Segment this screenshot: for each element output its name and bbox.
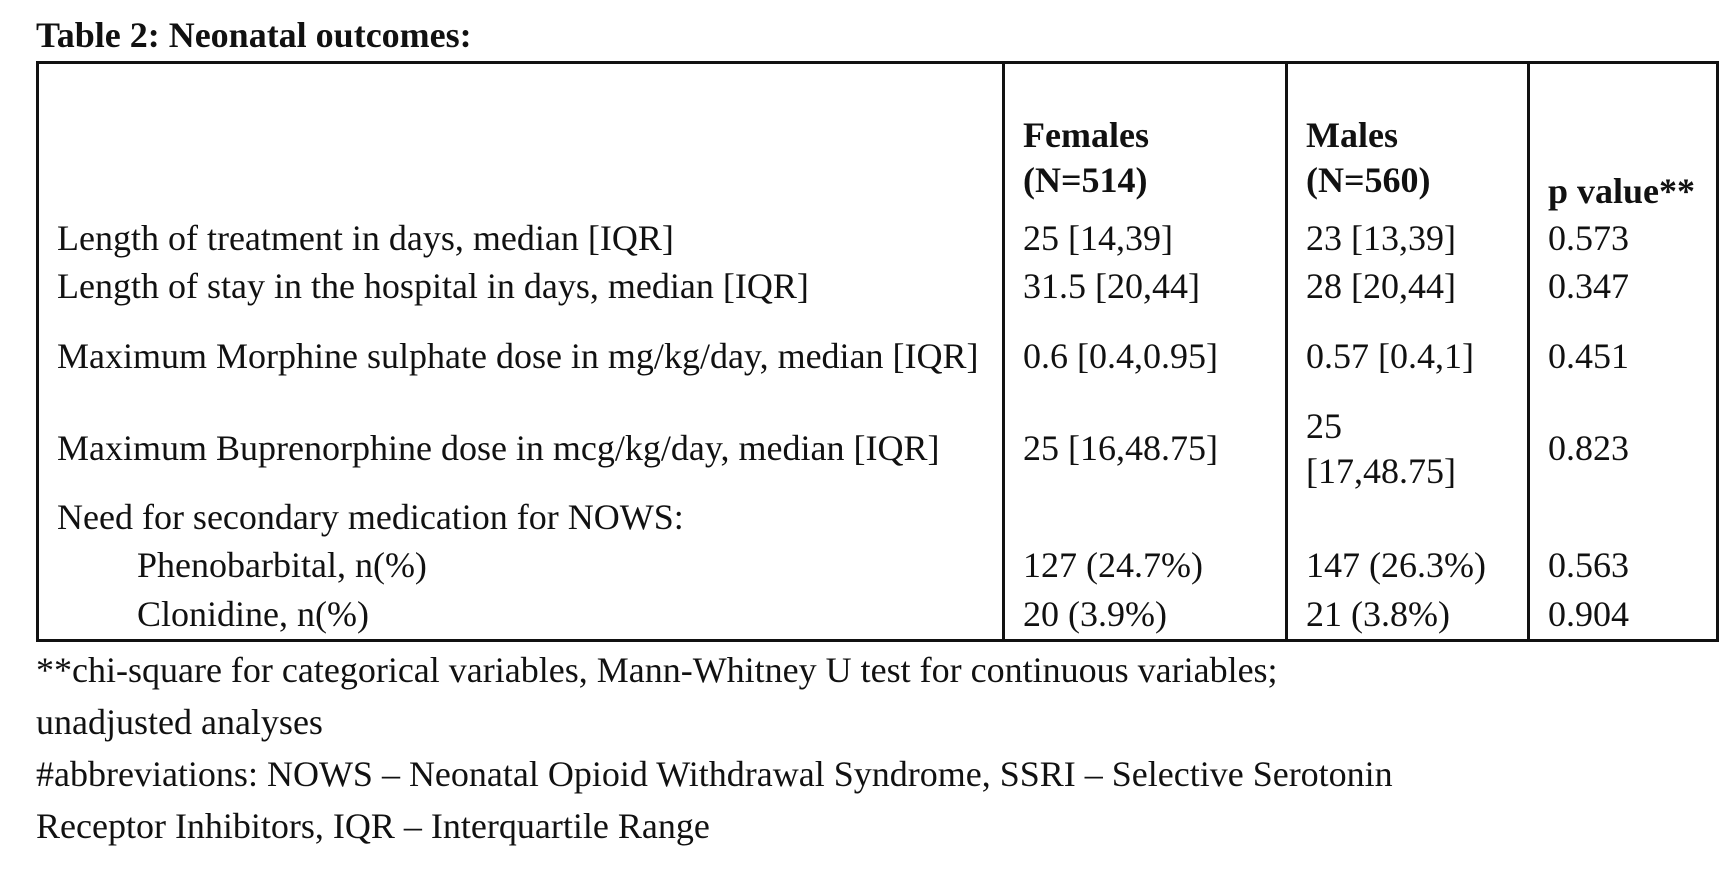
table-title: Table 2: Neonatal outcomes: [36, 15, 472, 55]
row-p-value: 0.347 [1527, 262, 1718, 311]
row-males: 147 (26.3%) [1285, 540, 1529, 591]
footnote-line: #abbreviations: NOWS – Neonatal Opioid W… [36, 754, 1393, 794]
row-label: Maximum Morphine sulphate dose in mg/kg/… [57, 336, 979, 376]
table-header-row: Females (N=514) Males (N=560) p value** [38, 62, 1718, 215]
table-container: Females (N=514) Males (N=560) p value** … [36, 61, 1719, 642]
footnote-line: unadjusted analyses [36, 702, 323, 742]
row-females: 25 [16,48.75] [1002, 402, 1287, 495]
row-females [1002, 494, 1287, 541]
row-p-value: 0.563 [1527, 540, 1718, 591]
row-males [1285, 494, 1529, 541]
row-p-value: 0.904 [1527, 590, 1718, 641]
header-females: Females (N=514) [1002, 62, 1287, 215]
row-label: Maximum Buprenorphine dose in mcg/kg/day… [57, 428, 940, 468]
table-row: Length of stay in the hospital in days, … [38, 262, 1718, 311]
footnote-line: Receptor Inhibitors, IQR – Interquartile… [36, 806, 710, 846]
table-row: Length of treatment in days, median [IQR… [38, 214, 1718, 263]
table-row: Maximum Buprenorphine dose in mcg/kg/day… [38, 402, 1718, 495]
row-label: Need for secondary medication for NOWS: [57, 497, 684, 537]
row-females: 127 (24.7%) [1002, 540, 1287, 591]
row-p-value: 0.823 [1527, 402, 1718, 495]
header-label [38, 63, 1004, 215]
row-label: Length of stay in the hospital in days, … [57, 266, 809, 306]
table-row: Need for secondary medication for NOWS: [38, 494, 1718, 541]
row-males: 0.57 [0.4,1] [1285, 310, 1529, 403]
row-males: 21 (3.8%) [1285, 590, 1529, 641]
row-label: Phenobarbital, n(%) [137, 545, 427, 585]
row-females: 20 (3.9%) [1002, 590, 1287, 641]
row-p-value: 0.451 [1527, 310, 1718, 403]
header-males: Males (N=560) [1285, 62, 1529, 215]
table-row: Clonidine, n(%) 20 (3.9%) 21 (3.8%) 0.90… [38, 590, 1718, 641]
row-males: 23 [13,39] [1285, 214, 1529, 263]
neonatal-outcomes-table: Females (N=514) Males (N=560) p value** … [36, 61, 1719, 642]
row-p-value [1527, 494, 1718, 541]
row-p-value: 0.573 [1527, 214, 1718, 263]
footnotes: **chi-square for categorical variables, … [36, 644, 1716, 852]
row-males: 28 [20,44] [1285, 262, 1529, 311]
table-row: Maximum Morphine sulphate dose in mg/kg/… [38, 310, 1718, 403]
row-females: 25 [14,39] [1002, 214, 1287, 263]
row-label: Length of treatment in days, median [IQR… [57, 218, 674, 258]
row-females: 0.6 [0.4,0.95] [1002, 310, 1287, 403]
footnote-line: **chi-square for categorical variables, … [36, 650, 1278, 690]
header-p-value: p value** [1527, 62, 1718, 215]
table-row: Phenobarbital, n(%) 127 (24.7%) 147 (26.… [38, 540, 1718, 591]
row-females: 31.5 [20,44] [1002, 262, 1287, 311]
row-males: 25 [17,48.75] [1285, 402, 1529, 495]
row-label: Clonidine, n(%) [137, 594, 369, 635]
